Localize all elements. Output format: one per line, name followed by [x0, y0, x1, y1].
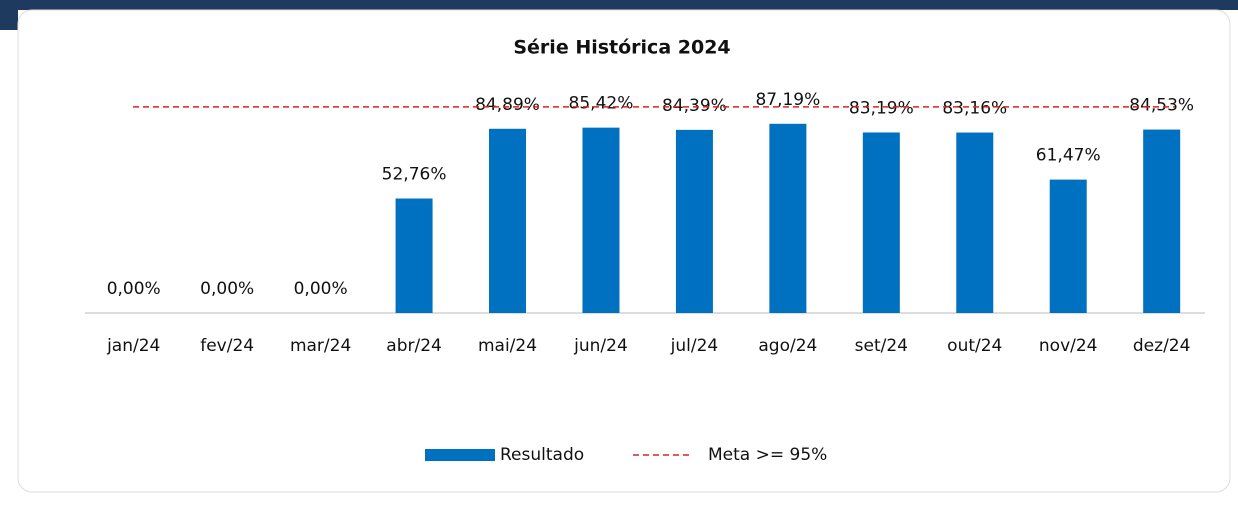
side-bar	[0, 0, 18, 30]
bar	[582, 127, 620, 313]
chart-title: Série Histórica 2024	[513, 37, 730, 59]
data-label: 83,16%	[942, 99, 1007, 119]
bar	[489, 128, 527, 313]
data-label: 0,00%	[200, 279, 254, 299]
data-label: 84,39%	[662, 96, 727, 116]
data-label: 84,53%	[1129, 96, 1194, 116]
data-label: 83,19%	[849, 98, 914, 118]
card	[17, 9, 1231, 493]
data-label: 87,19%	[755, 90, 820, 110]
bar	[956, 132, 994, 313]
bar	[862, 132, 900, 313]
x-tick-label: set/24	[855, 336, 908, 356]
x-tick-label: ago/24	[758, 336, 817, 356]
bar	[769, 123, 807, 313]
bar	[1049, 179, 1087, 313]
x-tick-label: out/24	[947, 336, 1002, 356]
legend-swatch	[425, 449, 495, 461]
x-tick-label: dez/24	[1133, 336, 1191, 356]
bar	[395, 198, 433, 313]
data-label: 61,47%	[1036, 146, 1101, 166]
bar	[1143, 129, 1181, 313]
x-tick-label: fev/24	[200, 336, 254, 356]
data-label: 84,89%	[475, 95, 540, 115]
x-tick-label: nov/24	[1039, 336, 1098, 356]
data-label: 0,00%	[107, 279, 161, 299]
data-label: 85,42%	[569, 94, 634, 114]
data-label: 52,76%	[382, 165, 447, 185]
bar	[675, 129, 713, 313]
x-tick-label: mar/24	[290, 336, 351, 356]
data-label: 0,00%	[294, 279, 348, 299]
legend-label: Meta >= 95%	[708, 445, 827, 465]
x-tick-label: jun/24	[573, 336, 628, 356]
x-tick-label: jan/24	[106, 336, 160, 356]
legend-label: Resultado	[500, 445, 584, 465]
x-tick-label: mai/24	[478, 336, 537, 356]
top-bar	[0, 0, 1238, 10]
x-tick-label: jul/24	[670, 336, 719, 356]
x-tick-label: abr/24	[386, 336, 442, 356]
